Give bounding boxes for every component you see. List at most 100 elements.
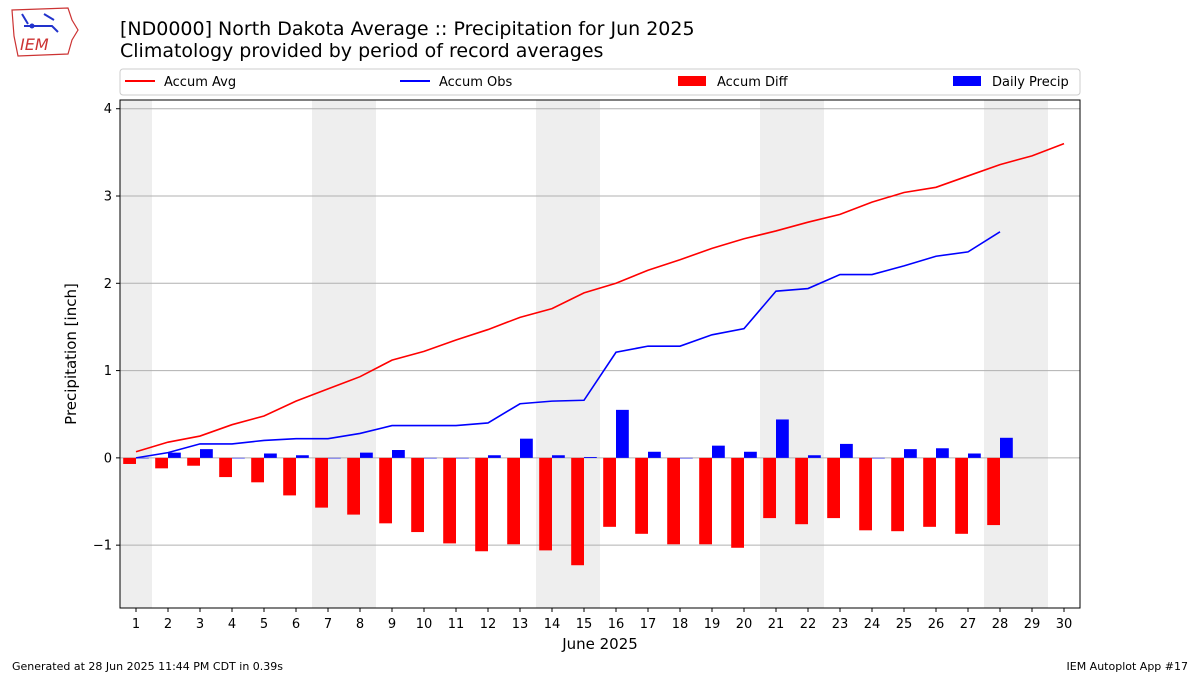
title-line-1: [ND0000] North Dakota Average :: Precipi… (120, 18, 695, 40)
x-tick-label: 23 (832, 617, 849, 632)
accum-diff-bar (219, 457, 232, 478)
accum-diff-bar (763, 457, 776, 519)
accum-diff-bar (507, 457, 520, 545)
y-axis-label: Precipitation [inch] (62, 283, 80, 425)
generated-timestamp: Generated at 28 Jun 2025 11:44 PM CDT in… (12, 660, 284, 673)
accum-diff-bar (731, 457, 744, 548)
x-tick-label: 7 (324, 617, 332, 632)
x-tick-label: 16 (608, 617, 625, 632)
accum-diff-bar (251, 457, 264, 483)
x-tick-label: 29 (1024, 617, 1041, 632)
weekend-band (984, 100, 1048, 608)
daily-precip-bar (840, 443, 853, 458)
x-tick-label: 14 (544, 617, 561, 632)
legend-swatch-bar (678, 76, 706, 86)
daily-precip-bar (264, 453, 277, 458)
x-tick-label: 5 (260, 617, 268, 632)
x-tick-label: 11 (448, 617, 465, 632)
weekend-band (312, 100, 376, 608)
iowa-map-icon: IEM (11, 7, 79, 57)
legend-box (119, 68, 1081, 96)
daily-precip-bar (872, 457, 885, 459)
daily-precip-bar (1000, 437, 1013, 458)
daily-precip-bar (680, 457, 693, 459)
weekend-band (120, 100, 152, 608)
accum-diff-bar (443, 457, 456, 544)
x-tick-label: 20 (736, 617, 753, 632)
daily-precip-bar (744, 451, 757, 458)
legend-label: Daily Precip (992, 75, 1069, 90)
y-tick-label: −1 (93, 539, 112, 554)
accum-diff-bar (667, 457, 680, 545)
accum-diff-bar (923, 457, 936, 527)
y-tick-label: 4 (104, 102, 112, 117)
grid-lines (120, 108, 1080, 546)
y-axis: −1 0 1 2 3 4 (93, 102, 120, 554)
daily-precip-bar (552, 455, 565, 458)
weekend-band (760, 100, 824, 608)
legend-label: Accum Obs (439, 75, 512, 90)
iem-logo: IEM (8, 6, 80, 60)
x-axis: 1 2 3 4 5 6 7 8 9 10 11 12 13 14 15 16 17 18 19 20 21 22 23 24 2… (132, 608, 1072, 632)
x-tick-label: 28 (992, 617, 1009, 632)
legend-swatch-bar (953, 76, 981, 86)
y-tick-label: 1 (104, 364, 112, 379)
accum-diff-bar (795, 457, 808, 525)
accum-diff-bar (827, 457, 840, 519)
legend-label: Accum Diff (717, 75, 789, 90)
accum-diff-bar (955, 457, 968, 534)
daily-precip-bar (360, 452, 373, 458)
x-tick-label: 17 (640, 617, 657, 632)
daily-precip-bar (296, 455, 309, 458)
x-tick-label: 4 (228, 617, 236, 632)
daily-precip-bar (456, 457, 469, 459)
x-tick-label: 3 (196, 617, 204, 632)
accum-lines (135, 142, 1065, 459)
daily-precip-bar (200, 449, 213, 458)
accum-diff-bar (187, 457, 200, 466)
svg-text:IEM: IEM (20, 35, 49, 54)
accum-diff-bar (411, 457, 424, 533)
daily-precip-bar (968, 453, 981, 458)
daily-precip-bar (808, 455, 821, 458)
plot-frame (119, 99, 1081, 609)
accum-diff-bar (539, 457, 552, 551)
daily-precip-bar (712, 445, 725, 458)
x-tick-label: 10 (416, 617, 433, 632)
accum-diff-bar (379, 457, 392, 524)
x-tick-label: 2 (164, 617, 172, 632)
daily-precip-bar (488, 455, 501, 458)
accum-diff-bar (987, 457, 1000, 526)
x-tick-label: 15 (576, 617, 593, 632)
accum-diff-bar (891, 457, 904, 532)
x-tick-label: 21 (768, 617, 785, 632)
daily-precip-bar (616, 409, 629, 458)
x-tick-label: 1 (132, 617, 140, 632)
accum-diff-bar (155, 457, 168, 469)
accum-obs-line (135, 231, 1001, 459)
accum-diff-bar (347, 457, 360, 515)
daily-precip-bar (424, 457, 437, 459)
x-tick-label: 12 (480, 617, 497, 632)
accum-diff-bar (315, 457, 328, 508)
x-tick-label: 13 (512, 617, 529, 632)
app-credit: IEM Autoplot App #17 (1066, 660, 1189, 673)
accum-diff-bar (475, 457, 488, 552)
y-tick-label: 0 (104, 451, 112, 466)
daily-precip-bar (904, 449, 917, 458)
y-tick-label: 2 (104, 277, 112, 292)
daily-precip-bar (776, 419, 789, 458)
x-tick-label: 6 (292, 617, 300, 632)
x-tick-label: 26 (928, 617, 945, 632)
accum-avg-line (135, 142, 1065, 453)
chart-title: [ND0000] North Dakota Average :: Precipi… (120, 18, 695, 62)
x-tick-label: 24 (864, 617, 881, 632)
daily-precip-bar (232, 457, 245, 459)
x-tick-label: 18 (672, 617, 689, 632)
accum-diff-bar (859, 457, 872, 531)
daily-precip-bar (328, 457, 341, 459)
accum-diff-bars (123, 457, 1000, 566)
x-tick-label: 22 (800, 617, 817, 632)
x-tick-label: 8 (356, 617, 364, 632)
legend-label: Accum Avg (164, 75, 236, 90)
